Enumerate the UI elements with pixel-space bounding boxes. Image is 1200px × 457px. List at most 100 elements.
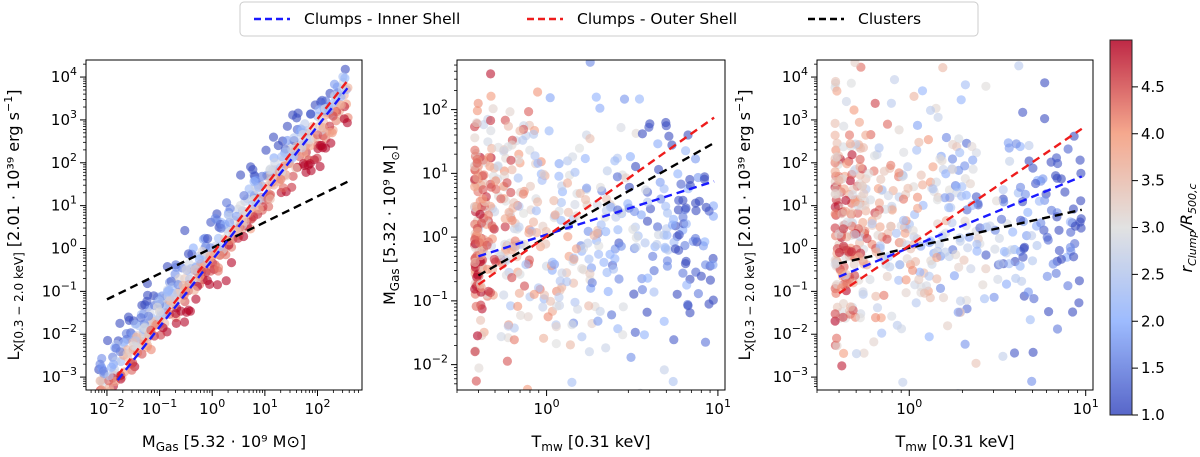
data-point — [941, 228, 951, 238]
data-point — [500, 222, 510, 232]
fit-line-inner — [116, 87, 349, 381]
data-point — [668, 214, 679, 224]
colorbar-ticks: 1.0 1.5 2.0 2.5 3.0 3.5 4.0 4.5 — [1132, 78, 1165, 424]
data-point — [947, 164, 958, 175]
data-point — [928, 162, 938, 172]
data-point — [513, 155, 524, 165]
data-point — [837, 209, 847, 219]
data-point — [963, 243, 973, 253]
data-point — [842, 217, 852, 227]
data-point — [239, 191, 249, 201]
data-point — [838, 299, 849, 309]
data-point — [955, 148, 965, 158]
colorbar-tick-label: 4.5 — [1141, 78, 1165, 96]
data-point — [515, 126, 525, 136]
data-point — [521, 259, 531, 270]
data-point — [875, 222, 885, 232]
data-point — [869, 151, 880, 161]
data-point — [513, 173, 523, 183]
data-point — [896, 324, 907, 334]
data-point — [122, 349, 132, 359]
y-tick-label: 101 — [782, 194, 808, 215]
data-point — [471, 376, 481, 386]
data-point — [518, 189, 528, 199]
data-point — [954, 262, 964, 272]
data-point — [1063, 144, 1073, 154]
data-point — [850, 60, 860, 68]
data-point — [947, 154, 958, 164]
data-point — [653, 222, 663, 232]
data-point — [648, 251, 658, 261]
fit-line-clusters — [477, 141, 715, 277]
data-point — [910, 257, 921, 267]
data-point — [932, 274, 942, 284]
data-point — [891, 228, 902, 238]
data-point — [544, 126, 554, 136]
data-point — [967, 200, 977, 211]
data-point — [912, 145, 922, 155]
data-point — [578, 243, 589, 253]
data-point — [705, 275, 716, 285]
data-point — [914, 137, 924, 147]
data-point — [342, 118, 352, 128]
data-point — [528, 217, 539, 227]
data-point — [1076, 196, 1086, 206]
data-point — [1018, 252, 1028, 262]
x-tick-label: 100 — [534, 397, 560, 418]
data-point — [631, 161, 641, 172]
data-point — [918, 180, 928, 190]
data-point — [213, 266, 223, 276]
data-point — [533, 87, 543, 97]
data-point — [529, 129, 539, 139]
data-point — [486, 126, 496, 136]
axes-frame — [816, 59, 1094, 391]
data-point — [584, 301, 594, 311]
data-point — [1052, 324, 1063, 334]
data-point — [594, 249, 604, 259]
data-point — [541, 226, 551, 237]
data-point — [924, 332, 934, 342]
data-point — [831, 76, 841, 87]
data-point — [288, 171, 298, 181]
data-point — [1074, 298, 1084, 308]
data-point — [1051, 153, 1062, 163]
data-point — [478, 185, 488, 195]
data-point — [202, 275, 212, 286]
data-point — [518, 135, 528, 145]
data-point — [221, 276, 231, 286]
data-point — [551, 322, 561, 332]
data-point — [329, 79, 340, 89]
data-point — [681, 146, 691, 156]
data-point — [618, 302, 628, 312]
data-point — [998, 351, 1008, 361]
data-point — [678, 195, 688, 205]
data-point — [487, 221, 497, 231]
data-point — [879, 166, 889, 176]
data-point — [899, 215, 909, 225]
data-point — [509, 198, 519, 208]
data-point — [115, 318, 125, 328]
data-point — [470, 182, 480, 192]
data-point — [472, 173, 482, 183]
data-point — [898, 377, 908, 387]
data-point — [649, 266, 659, 276]
data-point — [629, 206, 640, 217]
data-point — [971, 358, 981, 368]
data-point — [472, 154, 482, 164]
data-point — [509, 335, 519, 345]
data-point — [652, 239, 662, 250]
data-point — [550, 210, 560, 220]
data-point — [502, 356, 512, 366]
data-point — [643, 197, 653, 207]
data-point — [850, 197, 860, 207]
data-point — [981, 250, 991, 260]
data-point — [1014, 61, 1024, 71]
data-point — [1051, 268, 1061, 278]
data-point — [951, 182, 962, 192]
data-point — [991, 196, 1002, 206]
data-point — [660, 242, 670, 252]
data-point — [674, 230, 684, 240]
data-point — [602, 267, 612, 278]
data-point — [470, 347, 480, 357]
data-point — [830, 189, 840, 199]
